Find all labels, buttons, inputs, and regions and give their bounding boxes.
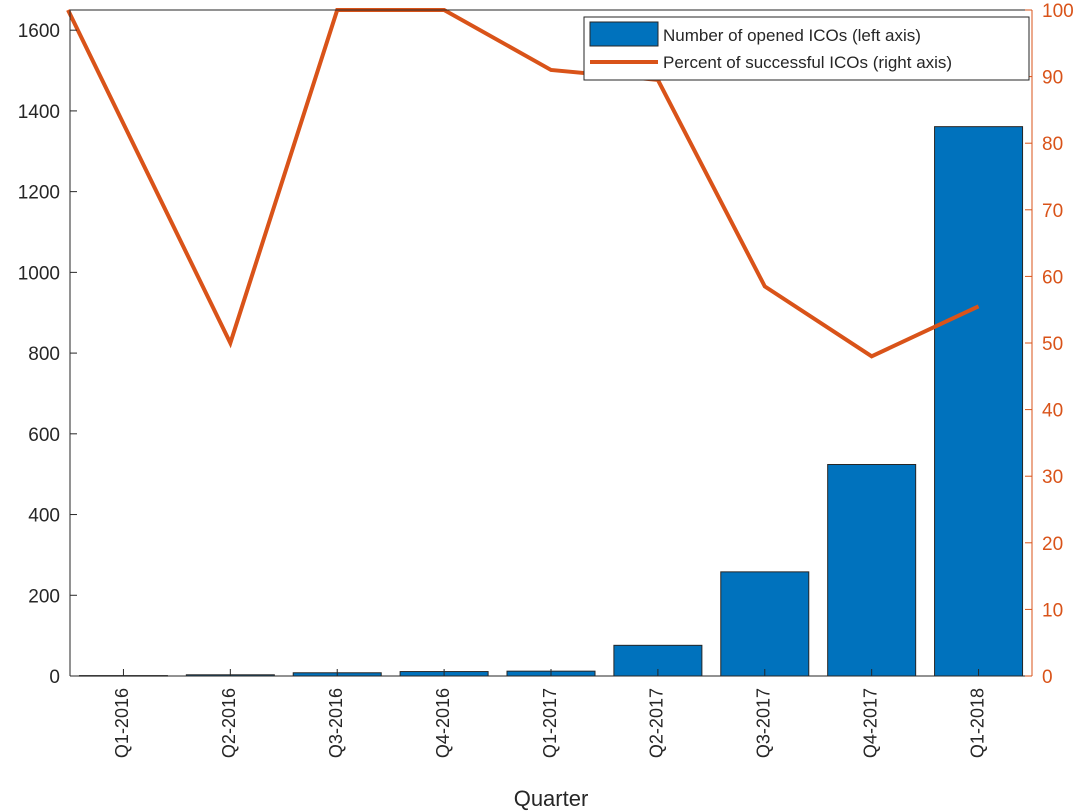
line-layer	[66, 8, 980, 359]
y-left-tick-label: 1400	[18, 102, 60, 123]
y-right-tick-label: 100	[1042, 1, 1074, 22]
x-tick-label: Q3-2016	[326, 688, 346, 758]
y-left-tick-label: 1000	[18, 263, 60, 284]
y-left-tick-label: 600	[28, 425, 60, 446]
y-right-tick-label: 80	[1042, 134, 1063, 155]
y-right-tick-label: 70	[1042, 201, 1063, 222]
y-left-tick-label: 0	[49, 667, 60, 688]
y-left-ticks-layer: 0 200 400 600 800 1000 1200 1400 1600	[18, 21, 77, 688]
y-left-tick-label: 1200	[18, 183, 60, 204]
y-right-tick-label: 20	[1042, 534, 1063, 555]
legend-label-line: Percent of successful ICOs (right axis)	[663, 53, 952, 72]
y-left-tick-label: 1600	[18, 21, 60, 42]
y-right-tick-label: 0	[1042, 667, 1053, 688]
y-left-tick-label: 200	[28, 586, 60, 607]
y-right-tick-label: 10	[1042, 600, 1063, 621]
y-right-tick-label: 90	[1042, 68, 1063, 89]
x-tick-label: Q2-2017	[647, 688, 667, 758]
legend: Number of opened ICOs (left axis) Percen…	[583, 16, 1030, 81]
success-rate-line	[66, 8, 980, 359]
bar-Q3-2017	[720, 571, 810, 677]
y-left-tick-label: 800	[28, 344, 60, 365]
x-tick-label: Q4-2017	[860, 688, 880, 758]
y-right-tick-label: 60	[1042, 267, 1063, 288]
y-right-tick-label: 50	[1042, 334, 1063, 355]
y-left-tick-label: 400	[28, 506, 60, 527]
y-right-ticks-layer: 0 10 20 30 40 50 60 70 80 90 100	[1025, 1, 1074, 688]
x-ticks-layer: Q1-2016 Q2-2016 Q3-2016 Q4-2016 Q1-2017 Q2-20…	[112, 669, 987, 758]
x-tick-label: Q3-2017	[754, 688, 774, 758]
bar-Q4-2017	[827, 463, 917, 677]
y-right-tick-label: 40	[1042, 401, 1063, 422]
bar-Q1-2018	[934, 126, 1024, 677]
x-tick-label: Q1-2016	[112, 688, 132, 758]
y-right-tick-label: 30	[1042, 467, 1063, 488]
legend-label-bar: Number of opened ICOs (left axis)	[663, 26, 921, 45]
legend-swatch-bar	[589, 21, 659, 47]
x-tick-label: Q4-2016	[433, 688, 453, 758]
x-axis-label: Quarter	[514, 786, 589, 811]
x-tick-label: Q2-2016	[219, 688, 239, 758]
x-tick-label: Q1-2018	[967, 688, 987, 758]
x-tick-label: Q1-2017	[540, 688, 560, 758]
bars-layer	[78, 126, 1024, 677]
